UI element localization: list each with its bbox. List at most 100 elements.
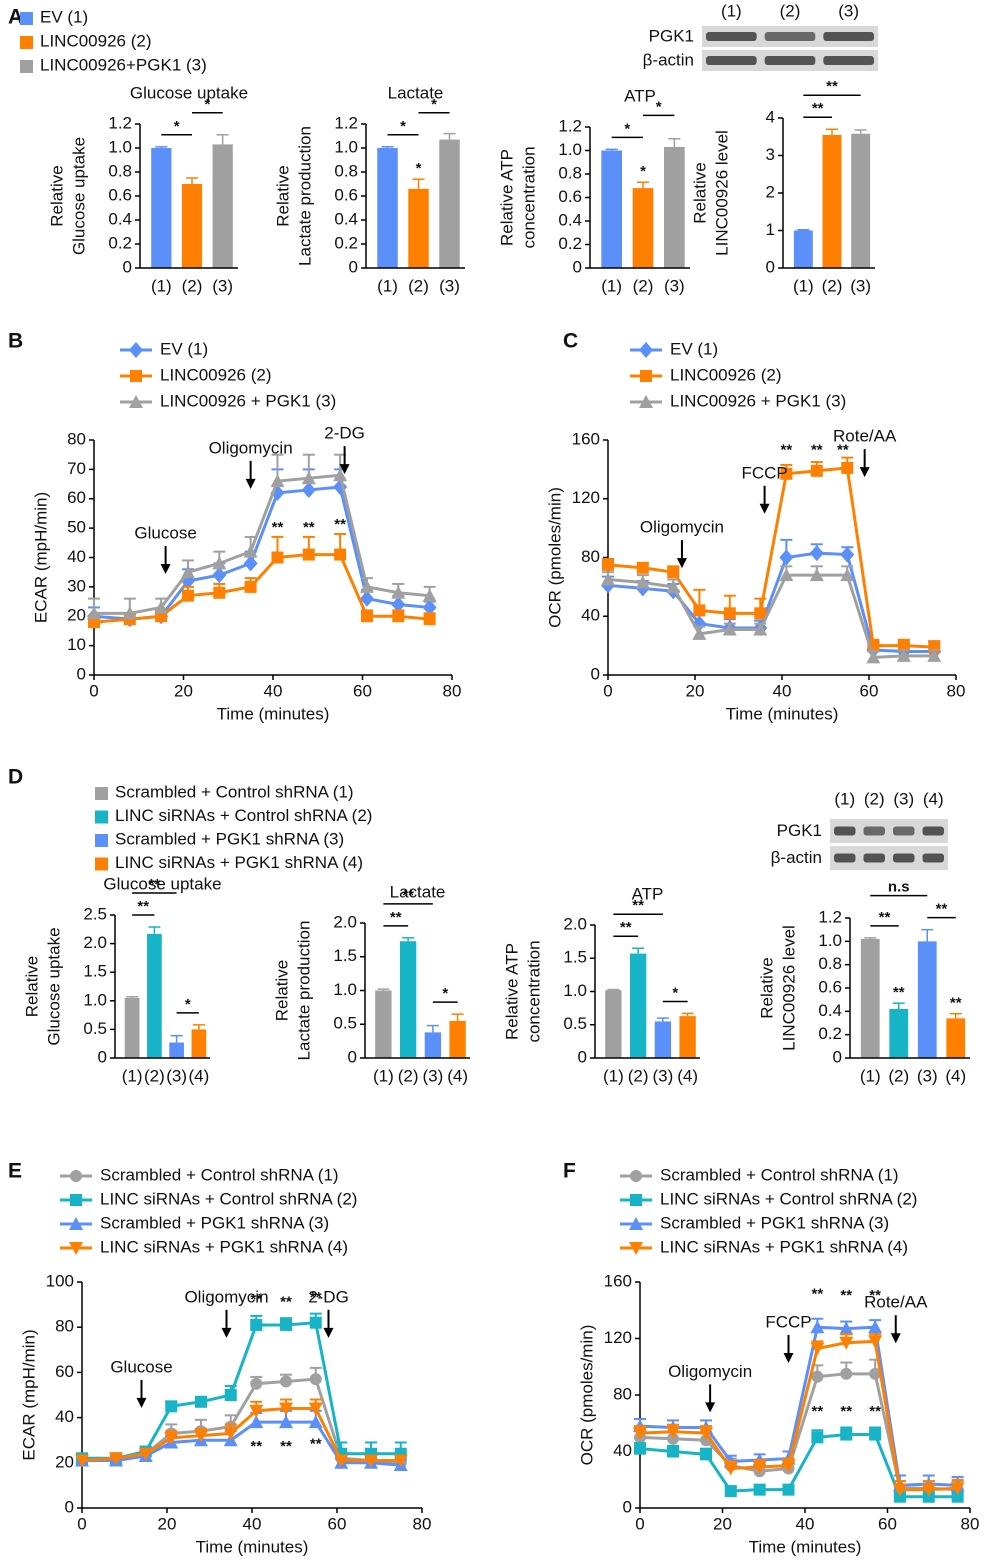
point [392,610,405,623]
lane-label: (3) [893,789,914,808]
y-tick-label: 0 [77,664,86,683]
y-tick-label: 0.6 [558,187,582,206]
y-axis-label: Relative [47,165,66,226]
y-axis-label: LINC00926 level [712,130,731,256]
bar [408,188,429,268]
annotation-arrowhead [323,1327,334,1338]
bar [424,1032,442,1058]
significance-label: * [400,118,406,135]
y-tick-label: 2.0 [333,912,357,931]
point [223,1427,238,1441]
blot-band [823,32,874,41]
blot-row-label: β-actin [771,848,822,867]
annotation-arrowhead [890,1333,901,1344]
bar [169,1042,184,1058]
series-line [639,1325,958,1487]
point [364,1454,378,1468]
panel-letter: E [8,1160,22,1183]
significance-label: * [431,96,437,113]
point [122,606,137,620]
legend-label: Scrambled + Control shRNA (1) [100,1165,339,1184]
point [693,604,706,617]
y-axis-label: concentration [524,940,543,1042]
y-axis-label: Relative [690,162,709,223]
point [212,556,227,570]
point [839,1336,854,1350]
significance-label: n.s [888,879,910,896]
bar [147,933,162,1058]
bar [663,146,685,268]
annotation-arrowhead [221,1327,232,1338]
x-tick-label: (2) [144,1066,165,1085]
significance-label: ** [137,898,149,915]
x-tick-label: 0 [603,681,612,700]
significance-label: ** [310,1289,322,1306]
blot-band [893,853,915,863]
series-line [94,473,430,615]
point [280,1318,292,1331]
point [724,1485,737,1498]
legend-marker [69,1217,83,1230]
point [839,1321,854,1335]
series-line [607,466,935,649]
legend-label: LINC siRNAs + Control shRNA (2) [660,1189,917,1208]
point [602,558,614,571]
annotation-arrowhead [759,503,770,514]
x-tick-label: (1) [373,1066,394,1085]
bar [375,990,392,1058]
legend-marker [629,1217,643,1230]
lane-label: (3) [838,1,859,20]
point [811,1431,824,1444]
legend-label: EV (1) [40,7,88,26]
x-tick-label: 60 [860,681,879,700]
significance-label: ** [837,441,849,458]
legend-swatch [95,857,108,871]
x-tick-label: 60 [353,681,372,700]
blot-band [706,56,757,65]
significance-label: * [442,985,448,1002]
y-tick-label: 70 [67,459,86,478]
legend-swatch [20,36,33,49]
significance-label: ** [812,1286,824,1303]
y-tick-label: 0.4 [558,210,582,229]
point [249,1404,264,1418]
y-tick-label: 1.2 [334,113,358,132]
blot-band [764,56,816,65]
series-line [82,1321,401,1460]
panel-letter: F [563,1160,576,1183]
y-tick-label: 1.0 [818,931,842,950]
point [243,544,258,558]
blot-band [922,853,944,863]
x-tick-label: (4) [945,1066,966,1085]
y-tick-label: 0.8 [108,161,132,180]
annotation-arrowhead [339,464,350,475]
lane-label: (2) [864,789,885,808]
x-tick-label: (3) [917,1066,938,1085]
point [781,1459,796,1473]
y-tick-label: 0 [623,1497,632,1516]
blot-row-label: PGK1 [649,26,694,45]
point [250,1377,263,1390]
x-tick-label: (3) [664,276,685,295]
legend-label: LINC siRNAs + PGK1 shRNA (4) [100,1237,348,1256]
point [270,474,285,488]
y-tick-label: 50 [67,518,86,537]
point [667,566,680,579]
series-line [93,485,430,621]
significance-label: ** [869,1287,881,1304]
x-tick-label: (4) [447,1066,468,1085]
significance-label: ** [826,78,838,95]
point [154,600,169,614]
point [279,1415,293,1429]
y-axis-label: Relative ATP [497,149,516,246]
point [752,1461,767,1475]
y-tick-label: 1.0 [563,981,587,1000]
y-axis-label: Glucose uptake [44,927,63,1045]
point [249,1415,264,1429]
x-tick-label: (3) [850,276,871,295]
x-tick-label: (2) [822,276,843,295]
y-tick-label: 1.2 [818,907,842,926]
y-tick-label: 1.5 [563,948,587,967]
y-tick-label: 2.0 [563,914,587,933]
significance-label: ** [812,100,824,117]
